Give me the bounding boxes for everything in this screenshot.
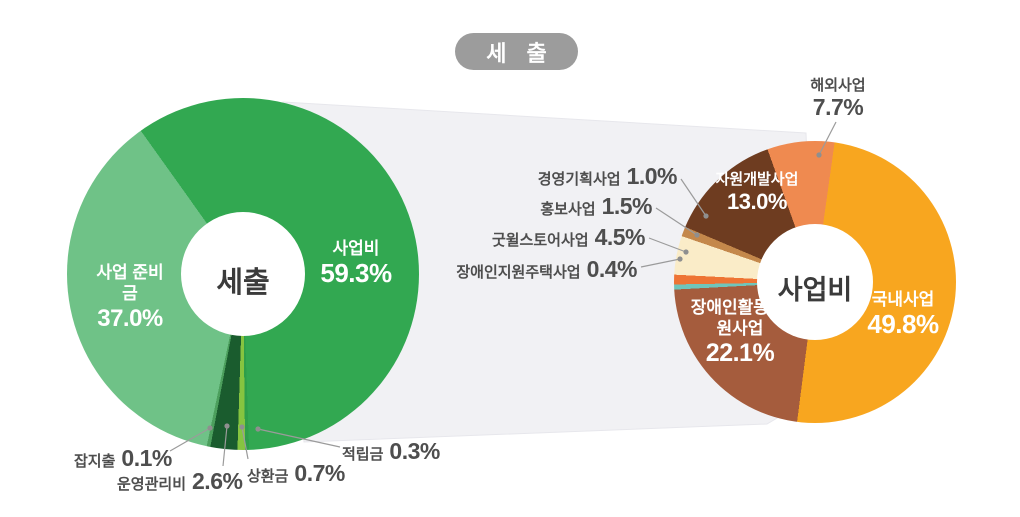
segment-percent: 2.6%: [192, 468, 243, 494]
segment-label-guknae: 국내사업 49.8%: [853, 289, 953, 339]
segment-name: 굿윌스토어사업: [491, 232, 589, 249]
segment-percent: 1.5%: [601, 193, 653, 219]
donut-hole-right: [757, 224, 873, 340]
segment-label-jawon: 자원개발사업 13.0%: [707, 170, 807, 214]
segment-percent: 0.3%: [389, 438, 440, 464]
label-japjichul: 잡지출 0.1%: [74, 445, 172, 472]
donut-hole-left: [181, 212, 305, 336]
segment-label-junbigum: 사업 준비금 37.0%: [93, 262, 167, 333]
segment-percent: 0.1%: [121, 445, 172, 471]
segment-percent: 37.0%: [97, 305, 163, 332]
segment-percent: 0.4%: [586, 256, 638, 282]
label-goodwill-store: 굿윌스토어사업 4.5%: [491, 224, 646, 251]
segment-percent: 0.7%: [294, 460, 345, 486]
donut-right-center-label: 사업비: [777, 275, 853, 305]
segment-name: 장애인지원주택사업: [456, 264, 581, 281]
label-sanghwangum: 상환금 0.7%: [247, 460, 345, 487]
label-jeoklipgum: 적립금 0.3%: [342, 438, 440, 465]
segment-name: 잡지출: [74, 453, 116, 470]
segment-percent: 59.3%: [320, 258, 392, 288]
segment-name: 자원개발사업: [715, 171, 799, 188]
segment-name: 상환금: [247, 468, 289, 485]
label-jiwon-jutaek: 장애인지원주택사업 0.4%: [456, 256, 637, 283]
segment-name: 경영기획사업: [537, 171, 621, 188]
label-unyoung-gwanribi: 운영관리비 2.6%: [117, 468, 243, 495]
segment-percent: 7.7%: [812, 94, 864, 120]
segment-name: 장애인활동 지원사업: [690, 298, 790, 338]
segment-label-saupbi: 사업비 59.3%: [306, 238, 406, 288]
label-hongbo: 홍보사업 1.5%: [540, 193, 652, 220]
segment-name: 적립금: [342, 446, 384, 463]
title-badge: 세 출: [455, 33, 578, 70]
label-haeoe: 해외사업 7.7%: [788, 76, 888, 120]
segment-name: 홍보사업: [540, 201, 596, 218]
segment-percent: 49.8%: [867, 309, 939, 339]
title-badge-label: 세 출: [486, 40, 554, 66]
segment-percent: 1.0%: [626, 163, 678, 189]
segment-name: 사업비: [332, 239, 380, 258]
label-gyeongyoung-gihoek: 경영기획사업 1.0%: [537, 163, 678, 190]
segment-percent: 22.1%: [705, 339, 775, 367]
segment-percent: 13.0%: [727, 189, 787, 214]
segment-name: 국내사업: [871, 290, 935, 309]
segment-name: 사업 준비금: [96, 263, 164, 303]
segment-label-hwaldong: 장애인활동 지원사업 22.1%: [688, 297, 792, 368]
segment-percent: 4.5%: [594, 224, 646, 250]
donut-left-center-label: 세출: [216, 267, 270, 299]
segment-name: 해외사업: [810, 77, 866, 94]
segment-name: 운영관리비: [117, 476, 187, 493]
